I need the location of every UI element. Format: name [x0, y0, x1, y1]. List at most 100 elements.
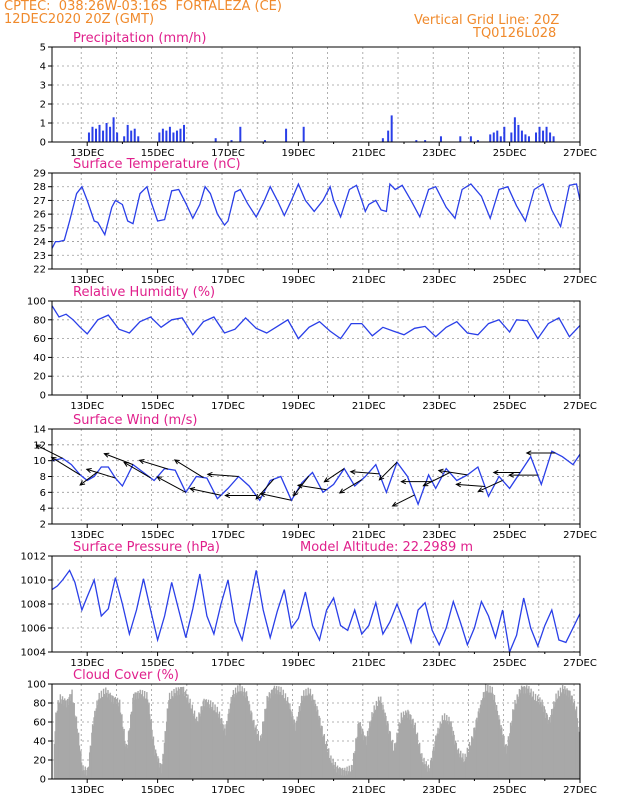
- cloud-bar: [99, 698, 102, 779]
- cloud-bar: [176, 695, 179, 779]
- cloud-bar: [397, 732, 400, 779]
- precip-bar: [230, 140, 233, 142]
- cloud-bar: [201, 706, 203, 779]
- cloud-bar: [304, 695, 306, 779]
- cloud-bar: [370, 720, 372, 779]
- wind-arrow-head: [455, 482, 462, 488]
- cloud-bar: [432, 750, 434, 779]
- cloud-bar: [186, 697, 188, 779]
- cloud-bar: [457, 748, 460, 779]
- x-tick-label: 15DEC: [141, 148, 175, 159]
- cloud-bar: [257, 730, 260, 779]
- cloud-bar: [256, 734, 259, 779]
- cloud-bar: [403, 714, 405, 779]
- cloud-bar: [202, 700, 205, 779]
- precip-bar: [285, 128, 288, 142]
- y-tick-label: 4: [40, 504, 46, 515]
- wind-arrow-head: [391, 501, 398, 507]
- cloud-bar: [55, 712, 57, 779]
- cloud-bar: [555, 693, 557, 779]
- cloud-bar: [288, 708, 290, 779]
- cloud-bar: [575, 706, 578, 779]
- cloud-bar: [262, 723, 265, 779]
- cloud-bar: [364, 736, 367, 779]
- cloud-bar: [187, 704, 190, 779]
- cloud-bar: [343, 770, 345, 779]
- cloud-bar: [224, 735, 227, 779]
- cloud-bar: [319, 717, 321, 779]
- cloud-bar: [127, 731, 130, 779]
- precip-bar: [381, 138, 384, 142]
- cloud-bar: [210, 708, 213, 779]
- cloud-bar: [152, 739, 154, 779]
- cloud-bar: [77, 732, 80, 779]
- cloud-bar: [192, 713, 194, 779]
- cloud-bar: [203, 698, 205, 779]
- y-tick-label: 60: [33, 334, 46, 345]
- cloud-bar: [570, 699, 572, 779]
- precip-bar: [552, 136, 555, 142]
- panel-2: 22 23 24 25 26 27 28 29 13DEC 15DEC 17DEC 19DEC 21DE…: [33, 157, 597, 286]
- cloud-bar: [385, 715, 387, 779]
- cloud-bar: [557, 690, 559, 779]
- cloud-bar: [528, 695, 531, 779]
- cloud-bar: [174, 696, 177, 779]
- cloud-bar: [275, 685, 278, 779]
- cloud-bar: [564, 689, 567, 779]
- precip-bar: [161, 128, 164, 142]
- cloud-bar: [350, 771, 352, 779]
- cloud-bar: [494, 702, 496, 779]
- cloud-bar: [376, 705, 378, 779]
- cloud-bar: [226, 724, 229, 779]
- cloud-bar: [509, 722, 512, 779]
- cloud-bar: [338, 774, 340, 779]
- cloud-bar: [391, 739, 394, 779]
- wind-arrow: [174, 459, 204, 478]
- cloud-bar: [550, 715, 552, 779]
- cloud-bar: [556, 700, 558, 779]
- cloud-bar: [118, 702, 120, 779]
- cloud-bar: [249, 714, 251, 779]
- cloud-bar: [356, 736, 359, 779]
- x-tick-label: 15DEC: [141, 658, 175, 669]
- cloud-bar: [102, 696, 104, 779]
- cloud-bar: [439, 721, 441, 779]
- cloud-bar: [472, 738, 474, 779]
- cloud-bar: [252, 720, 254, 779]
- cloud-bar: [219, 718, 221, 779]
- cloud-bar: [477, 711, 480, 779]
- cloud-bar: [248, 700, 250, 779]
- x-tick-label: 13DEC: [70, 148, 104, 159]
- cloud-bar: [578, 731, 580, 779]
- cloud-bar: [300, 695, 303, 779]
- cloud-bar: [567, 690, 569, 779]
- cloud-bar: [193, 710, 196, 779]
- panel-6: 0 20 40 60 80 100 13DEC 15DEC 17DEC 19DEC 21DEC 23D…: [27, 668, 597, 796]
- cloud-bar: [322, 735, 325, 779]
- cloud-bar: [179, 687, 182, 779]
- cloud-bar: [242, 695, 245, 779]
- x-tick-label: 25DEC: [493, 401, 527, 412]
- cloud-bar: [95, 708, 97, 779]
- cloud-bar: [382, 704, 384, 779]
- cloud-bar: [569, 690, 571, 779]
- y-tick-label: 40: [33, 737, 46, 748]
- cloud-bar: [384, 712, 386, 779]
- cloud-bar: [326, 751, 328, 779]
- precip-bar: [520, 130, 523, 142]
- cloud-bar: [559, 687, 562, 779]
- cloud-bar: [366, 730, 369, 779]
- x-tick-label: 23DEC: [422, 275, 456, 286]
- cloud-bar: [132, 697, 134, 779]
- cloud-bar: [561, 694, 563, 779]
- cloud-bar: [161, 764, 163, 779]
- cloud-bar: [351, 770, 353, 779]
- x-tick-label: 25DEC: [493, 148, 527, 159]
- cloud-bar: [406, 717, 408, 779]
- cloud-bar: [138, 698, 140, 779]
- x-tick-label: 17DEC: [211, 401, 245, 412]
- cloud-bar: [69, 700, 72, 779]
- cloud-bar: [286, 697, 289, 779]
- cloud-bar: [129, 728, 131, 779]
- wind-arrow-head: [103, 452, 110, 458]
